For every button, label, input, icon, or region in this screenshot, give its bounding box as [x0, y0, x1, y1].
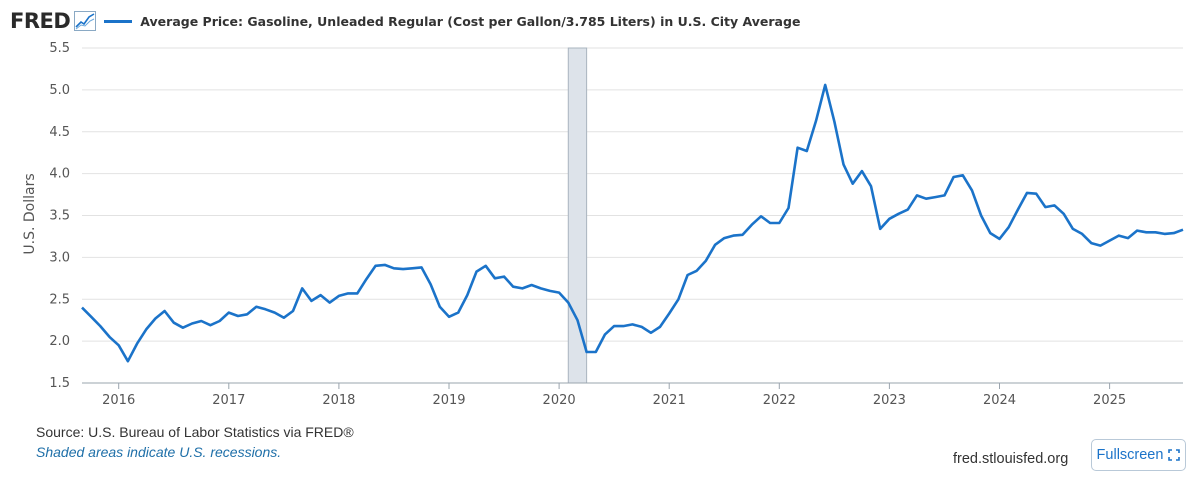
x-tick-label: 2019 — [432, 393, 465, 408]
x-tick-label: 2025 — [1093, 393, 1126, 408]
fullscreen-button[interactable]: Fullscreen — [1091, 439, 1186, 471]
y-tick-label: 4.0 — [49, 167, 70, 182]
axes: 1.5 2.0 2.5 3.0 3.5 4.0 4.5 5.0 5.5 2016 2017 2018 2… — [49, 41, 1183, 408]
recession-note[interactable]: Shaded areas indicate U.S. recessions. — [36, 444, 282, 460]
x-tick-label: 2024 — [983, 393, 1016, 408]
x-tick-label: 2022 — [763, 393, 796, 408]
y-tick-label: 1.5 — [49, 376, 70, 391]
y-tick-label: 5.5 — [49, 41, 70, 56]
fullscreen-label: Fullscreen — [1096, 447, 1164, 463]
grid-lines — [82, 47, 1183, 384]
chart-header: FRED Average Price: Gasoline, Unleaded R… — [10, 6, 800, 36]
y-tick-label: 4.5 — [49, 125, 70, 140]
fred-logo: FRED — [10, 9, 71, 33]
line-chart: 1.5 2.0 2.5 3.0 3.5 4.0 4.5 5.0 5.5 2016 2017 2018 2… — [22, 41, 1184, 408]
y-tick-label: 5.0 — [49, 83, 70, 98]
expand-icon — [1168, 449, 1181, 461]
y-tick-label: 3.5 — [49, 209, 70, 224]
series-layer — [81, 83, 1184, 363]
chart-legend: Average Price: Gasoline, Unleaded Regula… — [104, 14, 800, 29]
x-tick-label: 2021 — [653, 393, 686, 408]
line-chart-icon — [74, 11, 97, 31]
recession-shading — [567, 47, 588, 384]
source-name: U.S. Bureau of Labor Statistics via FRED… — [88, 424, 354, 440]
site-url[interactable]: fred.stlouisfed.org — [953, 451, 1069, 467]
x-tick-label: 2023 — [873, 393, 906, 408]
recession-band — [567, 47, 588, 384]
x-tick-label: 2017 — [212, 393, 245, 408]
y-axis-label: U.S. Dollars — [22, 173, 38, 254]
x-tick-label: 2016 — [102, 393, 135, 408]
source-text: Source: U.S. Bureau of Labor Statistics … — [36, 424, 354, 440]
y-tick-label: 2.0 — [49, 334, 70, 349]
series-line — [81, 83, 1184, 363]
legend-line-swatch — [104, 19, 133, 23]
series-title: Average Price: Gasoline, Unleaded Regula… — [140, 13, 801, 29]
y-tick-label: 3.0 — [49, 250, 70, 265]
x-tick-label: 2020 — [543, 393, 576, 408]
y-tick-label: 2.5 — [49, 292, 70, 307]
x-tick-label: 2018 — [322, 393, 355, 408]
